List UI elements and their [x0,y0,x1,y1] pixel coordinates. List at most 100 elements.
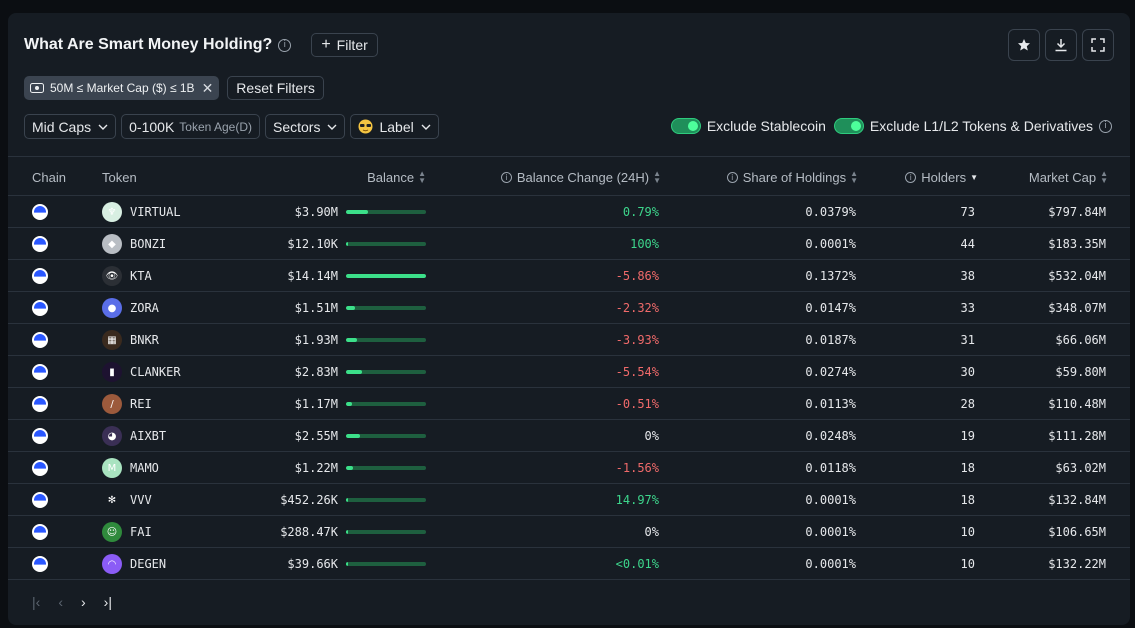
holders-cell: 73 [878,196,975,228]
token-cell[interactable]: ◆ BONZI [102,228,166,260]
table-row[interactable]: ☺ FAI $288.47K 0% 0.0001% 10 $106.65M [8,516,1130,548]
holders-value: 19 [960,429,975,443]
balance-bar [346,338,426,342]
balance-bar [346,434,426,438]
col-share[interactable]: i Share of Holdings ▲ ▼ [698,157,858,197]
token-cell[interactable]: ▦ BNKR [102,324,159,356]
sectors-dropdown[interactable]: Sectors [265,114,346,139]
token-icon: ◕ [102,426,122,446]
info-icon[interactable]: i [278,38,292,52]
market-cap-filter-chip[interactable]: 50M ≤ Market Cap ($) ≤ 1B ✕ [24,76,220,100]
last-page-button[interactable]: ›| [103,594,112,610]
balance-bar [346,242,426,246]
token-cell[interactable]: ✻ VVV [102,484,152,516]
col-balance-label: Balance [367,169,415,185]
table-row[interactable]: ◆ BONZI $12.10K 100% 0.0001% 44 $183.35M [8,228,1130,260]
label-dropdown[interactable]: Label [350,114,439,139]
token-cell[interactable]: M MAMO [102,452,159,484]
token-icon: ● [102,298,122,318]
market-cap-value: $63.02M [1055,461,1106,475]
col-balance[interactable]: Balance ▲ ▼ [308,157,426,197]
exclude-stablecoin-toggle[interactable] [670,118,701,134]
table-row[interactable]: M MAMO $1.22M -1.56% 0.0118% 18 $63.02M [8,452,1130,484]
add-filter-button[interactable]: + Filter [311,33,378,57]
table-row[interactable]: ▦ BNKR $1.93M -3.93% 0.0187% 31 $66.06M [8,324,1130,356]
balance-bar [346,530,426,534]
table-row[interactable]: ◕ AIXBT $2.55M 0% 0.0248% 19 $111.28M [8,420,1130,452]
prev-page-button[interactable]: ‹ [58,594,63,610]
next-page-button[interactable]: › [80,594,86,610]
table-row[interactable]: ♆ VIRTUAL $3.90M 0.79% 0.0379% 73 $797.84M [8,196,1130,228]
col-token-label: Token [102,169,137,185]
token-icon: ▮ [102,362,122,382]
col-market-cap-label: Market Cap [1028,169,1097,185]
token-cell[interactable]: / REI [102,388,152,420]
table-row[interactable]: ● ZORA $1.51M -2.32% 0.0147% 33 $348.07M [8,292,1130,324]
token-cell[interactable]: ◠ DEGEN [102,548,166,580]
token-symbol: REI [130,397,152,411]
base-chain-icon [32,492,48,508]
market-cap-cell: $59.80M [998,356,1106,388]
col-market-cap[interactable]: Market Cap ▲ ▼ [998,157,1108,197]
balance-value: $2.83M [294,365,338,379]
col-holders[interactable]: i Holders ▼ [878,157,978,197]
info-icon[interactable]: i [1099,119,1112,133]
token-age-dropdown[interactable]: 0-100K Token Age(D) [121,114,260,139]
exclusion-toggles: Exclude Stablecoin Exclude L1/L2 Tokens … [670,118,1112,134]
token-age-value: 0-100K [129,118,175,135]
balance-cell: $288.47K [238,516,426,548]
balance-change-value: -5.86% [615,269,659,283]
token-cell[interactable]: ◕ AIXBT [102,420,166,452]
share-cell: 0.1372% [698,260,856,292]
chain-cell [32,548,48,580]
balance-bar [346,562,426,566]
share-cell: 0.0274% [698,356,856,388]
share-cell: 0.0001% [698,548,856,580]
table-row[interactable]: ◠ DEGEN $39.66K <0.01% 0.0001% 10 $132.22M [8,548,1130,580]
market-cap-value: $132.84M [1048,493,1106,507]
market-cap-cell: $111.28M [998,420,1106,452]
col-chain: Chain [32,157,66,197]
token-cell[interactable]: ● ZORA [102,292,159,324]
table-row[interactable]: ✻ VVV $452.26K 14.97% 0.0001% 18 $132.84M [8,484,1130,516]
holders-value: 33 [960,301,975,315]
table-row[interactable]: 👁 KTA $14.14M -5.86% 0.1372% 38 $532.04M [8,260,1130,292]
first-page-button[interactable]: |‹ [32,594,41,610]
balance-change-cell: 0.79% [478,196,659,228]
col-token: Token [102,157,137,197]
token-cell[interactable]: ♆ VIRTUAL [102,196,181,228]
favorite-button[interactable] [1008,29,1040,61]
holders-cell: 33 [878,292,975,324]
holders-cell: 10 [878,548,975,580]
table-body: ♆ VIRTUAL $3.90M 0.79% 0.0379% 73 $797.84M ◆ BON… [8,196,1130,580]
reset-filters-button[interactable]: Reset Filters [227,76,324,100]
download-button[interactable] [1045,29,1077,61]
col-holders-label: Holders [921,169,967,185]
token-cell[interactable]: ▮ CLANKER [102,356,181,388]
chevron-down-icon [421,124,431,130]
share-cell: 0.0001% [698,516,856,548]
balance-cell: $3.90M [238,196,426,228]
token-cell[interactable]: ☺ FAI [102,516,152,548]
chevron-down-icon [98,124,108,130]
fullscreen-button[interactable] [1082,29,1114,61]
market-cap-cell: $797.84M [998,196,1106,228]
token-cell[interactable]: 👁 KTA [102,260,152,292]
holders-value: 44 [960,237,975,251]
top-actions [1008,29,1114,61]
token-symbol: AIXBT [130,429,167,443]
close-icon[interactable]: ✕ [201,79,214,96]
share-value: 0.0379% [805,205,856,219]
balance-bar-fill [346,242,348,246]
share-cell: 0.0379% [698,196,856,228]
token-icon: 👁 [102,266,122,286]
market-cap-cell: $106.65M [998,516,1106,548]
label-dropdown-label: Label [379,118,414,135]
exclude-l1l2-toggle[interactable] [833,118,864,134]
caps-dropdown[interactable]: Mid Caps [24,114,117,139]
col-balance-change[interactable]: i Balance Change (24H) ▲ ▼ [478,157,661,197]
token-symbol: ZORA [130,301,159,315]
share-value: 0.0113% [805,397,856,411]
table-row[interactable]: ▮ CLANKER $2.83M -5.54% 0.0274% 30 $59.80M [8,356,1130,388]
table-row[interactable]: / REI $1.17M -0.51% 0.0113% 28 $110.48M [8,388,1130,420]
